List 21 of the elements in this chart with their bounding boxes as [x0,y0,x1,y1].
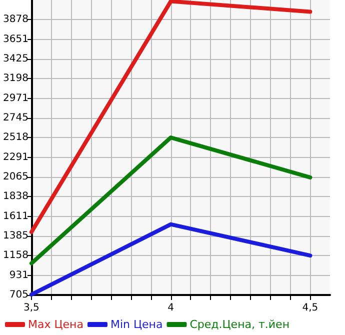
x-tick-label: 3,5 [23,302,40,314]
y-tick-label: 3878 [2,14,28,26]
y-tick-label: 3651 [2,34,28,45]
y-tick-label: 3425 [2,54,28,64]
y-tick-label: 3198 [2,73,28,84]
y-tick-label: 2971 [2,92,28,104]
y-tick-label: 1838 [2,191,28,202]
y-tick-label: 2291 [2,152,28,163]
y-tick-label: 2745 [2,112,28,124]
y-tick-label: 1158 [2,250,28,262]
y-tick-label: 931 [9,270,28,281]
legend-label: Min Цена [110,318,163,331]
x-tick-label: 4,5 [302,302,318,314]
y-tick-label: 2518 [2,132,28,144]
x-tick-label: 4 [168,302,174,314]
y-tick-label: 2065 [2,172,28,182]
y-tick-label: 1385 [2,230,28,242]
y-tick-label: 1611 [2,210,28,222]
legend-label: Max Цена [28,318,84,331]
legend-label: Сред.Цена, т.йен [190,318,290,331]
y-tick-label: 705 [9,290,28,300]
